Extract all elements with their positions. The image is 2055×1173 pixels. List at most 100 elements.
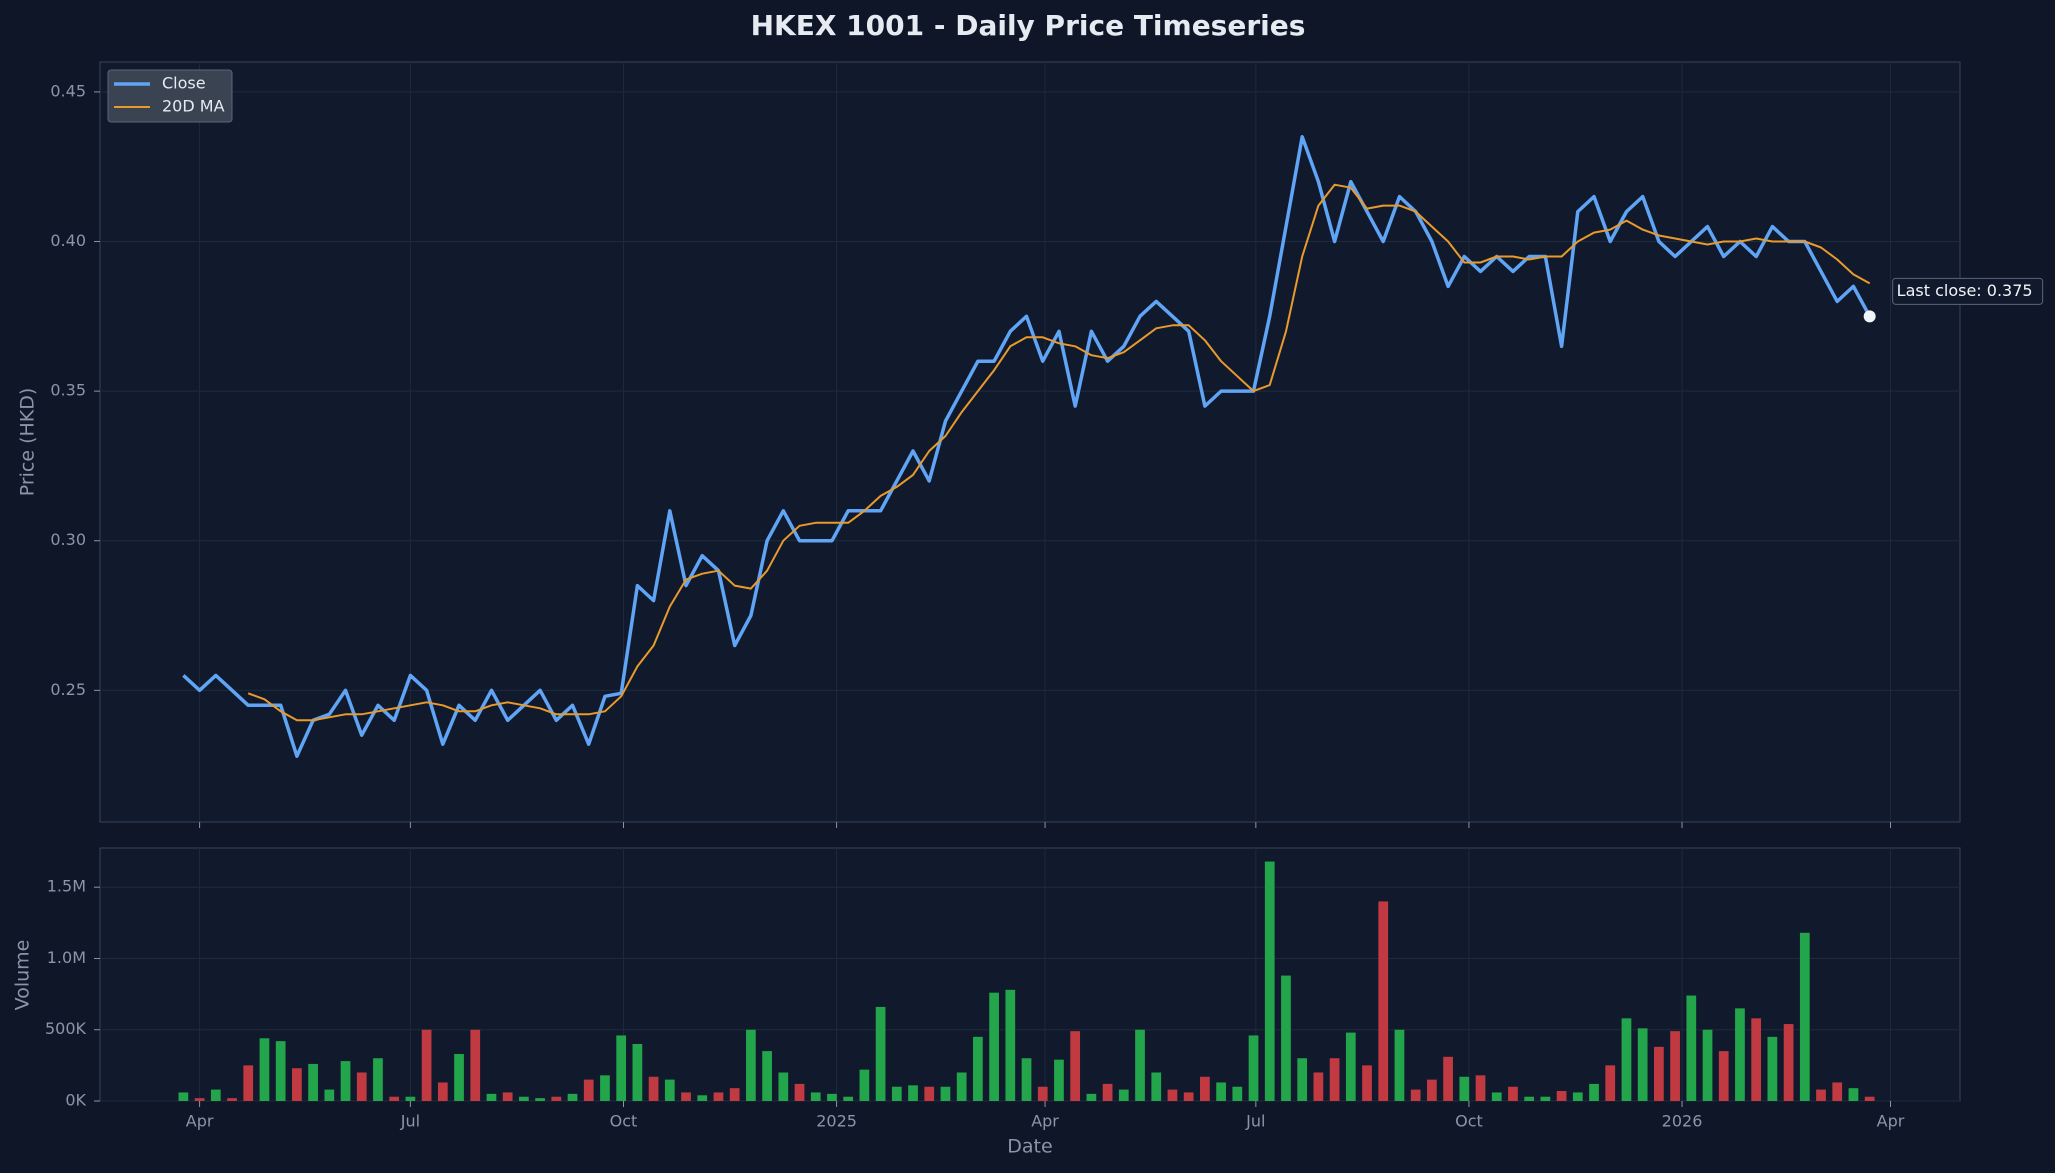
volume-bar [1427,1079,1437,1101]
volume-bar [746,1029,756,1101]
volume-bar [1767,1036,1778,1101]
volume-bar [1200,1076,1210,1101]
volume-bar [1508,1086,1518,1101]
volume-bar [1135,1029,1145,1101]
volume-bar [437,1082,448,1101]
volume-bar [1637,1028,1648,1101]
volume-bar [600,1075,610,1101]
volume-bar [583,1079,594,1101]
volume-bar [1216,1082,1226,1101]
volume-bar [308,1063,318,1101]
volume-bar [1232,1086,1243,1101]
y-tick-label: 0.30 [50,530,86,549]
volume-bar [891,1086,902,1101]
x-axis-label: Date [1007,1136,1052,1158]
volume-bar [1362,1065,1372,1101]
volume-bar [470,1029,481,1101]
volume-bar [1475,1075,1486,1101]
chart-title: HKEX 1001 - Daily Price Timeseries [751,9,1306,42]
volume-bar [681,1092,691,1101]
volume-bar [1491,1092,1502,1101]
volume-bar [1864,1096,1875,1101]
volume-bar [1572,1092,1583,1101]
annotation: Last close: 0.375 [1897,281,2033,300]
volume-bar [1264,861,1275,1101]
volume-bar [1816,1089,1826,1101]
volume-bar [1686,995,1697,1101]
volume-bar [486,1093,497,1101]
volume-bar [1329,1058,1340,1101]
volume-bar [1718,1051,1729,1101]
volume-bar [843,1096,854,1101]
volume-bar [859,1069,870,1101]
volume-bar [664,1079,675,1101]
series-line [247,183,1871,722]
y-axis-label: Volume [12,940,34,1011]
volume-bar [989,992,999,1101]
x-tick-label: 2025 [816,1112,857,1131]
volume-bar [243,1065,254,1101]
volume-bar [1345,1032,1356,1101]
x-tick-label: 2026 [1662,1112,1703,1131]
volume-bar [1848,1088,1859,1101]
volume-bar [1394,1029,1405,1101]
y-tick-label: 1.5M [47,877,86,896]
volume-bar [875,1006,886,1101]
volume-bar [616,1035,627,1101]
volume-bar [1410,1089,1421,1101]
y-tick-label: 0.25 [50,680,86,699]
volume-bar [1054,1059,1064,1101]
volume-bar [1151,1072,1162,1101]
volume-bar [1070,1031,1081,1101]
x-tick-label: Apr [1877,1112,1905,1131]
volume-bar [924,1086,935,1101]
volume-bar [940,1086,951,1101]
volume-bar [1248,1035,1259,1101]
volume-bar [1735,1008,1745,1101]
volume-bar [227,1098,237,1101]
volume-bar [259,1038,270,1101]
volume-bar [567,1093,578,1101]
volume-bar [762,1051,772,1101]
volume-bar [421,1029,432,1101]
y-tick-label: 1.0M [47,948,86,967]
volume-bar [1297,1058,1308,1101]
volume-bar [1102,1083,1113,1101]
volume-bar [1118,1089,1129,1101]
volume-bar [340,1061,351,1101]
x-tick-label: Apr [1031,1112,1059,1131]
volume-bar [1751,1018,1762,1101]
volume-bar [502,1092,513,1101]
volume-bar [1378,901,1389,1101]
volume-bar [1589,1083,1599,1101]
volume-bar [292,1068,302,1101]
volume-bar [194,1098,205,1101]
volume-bar [1443,1056,1453,1101]
volume-bar [648,1076,659,1101]
y-tick-label: 0.40 [50,231,86,250]
volume-bar [1670,1031,1680,1101]
volume-bar [405,1096,416,1101]
volume-bar [1654,1046,1664,1101]
volume-bar [1005,989,1016,1101]
volume-bar [1783,1024,1794,1101]
y-tick-label: 0.35 [50,381,86,400]
volume-bar [551,1096,562,1101]
x-tick-label: Oct [1455,1112,1483,1131]
annotation-box [1892,277,2044,305]
volume-bar [1459,1076,1470,1101]
y-tick-label: 0.45 [50,81,86,100]
legend-label: 20D MA [162,97,225,116]
last-close-dot [1863,310,1876,323]
volume-bar [519,1096,529,1101]
volume-bar [1540,1096,1551,1101]
volume-bar [973,1036,983,1101]
volume-bar [1281,975,1291,1101]
legend-label: Close [162,74,206,93]
volume-bar [827,1093,837,1101]
volume-bar [1556,1091,1567,1101]
volume-bar [373,1058,383,1101]
volume-bar [1037,1086,1048,1101]
